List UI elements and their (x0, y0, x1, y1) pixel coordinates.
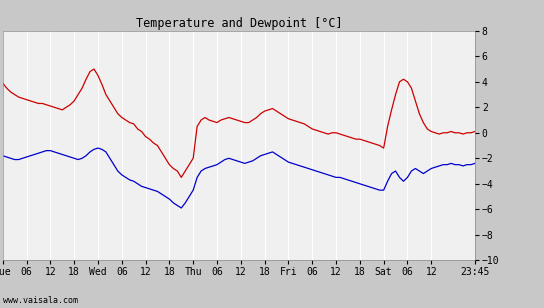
Title: Temperature and Dewpoint [°C]: Temperature and Dewpoint [°C] (135, 17, 342, 30)
Text: www.vaisala.com: www.vaisala.com (3, 296, 78, 305)
